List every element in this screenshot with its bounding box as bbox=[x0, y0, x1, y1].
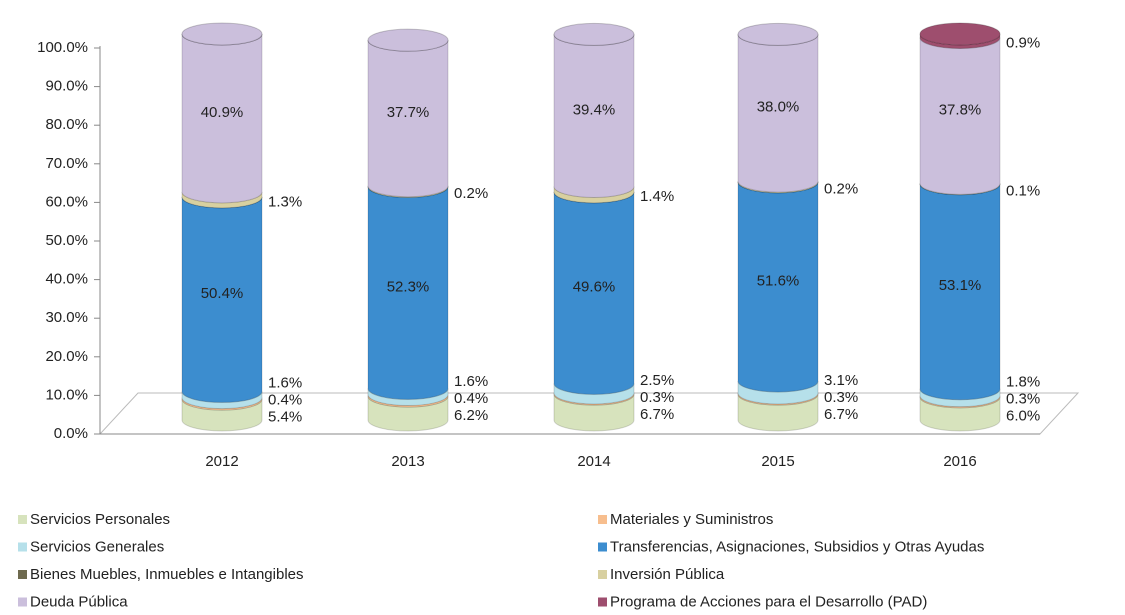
cylinder-top bbox=[553, 22, 635, 46]
y-tick-label: 90.0% bbox=[45, 78, 88, 95]
data-label: 49.6% bbox=[573, 279, 616, 296]
data-label: 0.9% bbox=[1006, 35, 1040, 52]
x-tick-label: 2013 bbox=[391, 453, 424, 470]
data-label: 39.4% bbox=[573, 101, 616, 118]
cylinder-top bbox=[919, 22, 1001, 46]
legend-swatch bbox=[598, 570, 607, 579]
data-label: 0.2% bbox=[824, 180, 858, 197]
data-label: 1.3% bbox=[268, 193, 302, 210]
data-label: 38.0% bbox=[757, 99, 800, 116]
data-label: 51.6% bbox=[757, 272, 800, 289]
legend-swatch bbox=[18, 570, 27, 579]
cylinder-top bbox=[367, 28, 449, 52]
legend-swatch bbox=[598, 597, 607, 607]
y-tick-label: 40.0% bbox=[45, 271, 88, 288]
data-label: 50.4% bbox=[201, 285, 244, 302]
data-label: 0.1% bbox=[1006, 183, 1040, 200]
data-label: 40.9% bbox=[201, 104, 244, 121]
x-tick-label: 2012 bbox=[205, 453, 238, 470]
data-label: 1.6% bbox=[268, 375, 302, 392]
y-tick-label: 60.0% bbox=[45, 193, 88, 210]
data-label: 6.0% bbox=[1006, 407, 1040, 424]
data-label: 53.1% bbox=[939, 277, 982, 294]
data-label: 6.7% bbox=[640, 406, 674, 423]
data-label: 0.3% bbox=[640, 389, 674, 406]
data-label: 0.4% bbox=[454, 390, 488, 407]
data-label: 52.3% bbox=[387, 278, 430, 295]
legend-swatch bbox=[18, 515, 27, 524]
legend-label: Servicios Personales bbox=[30, 511, 170, 528]
y-tick-label: 30.0% bbox=[45, 309, 88, 326]
data-label: 5.4% bbox=[268, 409, 302, 426]
legend-swatch bbox=[18, 542, 27, 552]
cylinder-top bbox=[737, 22, 819, 46]
data-label: 1.8% bbox=[1006, 373, 1040, 390]
y-tick-label: 20.0% bbox=[45, 348, 88, 365]
data-label: 0.3% bbox=[1006, 390, 1040, 407]
data-label: 37.7% bbox=[387, 104, 430, 121]
legend-swatch bbox=[18, 597, 27, 607]
data-label: 37.8% bbox=[939, 101, 982, 118]
legend-swatch bbox=[598, 515, 607, 524]
legend-label: Servicios Generales bbox=[30, 538, 164, 555]
data-label: 0.2% bbox=[454, 185, 488, 202]
data-label: 0.3% bbox=[824, 389, 858, 406]
legend-label: Transferencias, Asignaciones, Subsidios … bbox=[610, 538, 984, 555]
y-tick-label: 100.0% bbox=[37, 39, 88, 56]
cylinder-top bbox=[181, 22, 263, 46]
data-label: 6.7% bbox=[824, 406, 858, 423]
data-label: 0.4% bbox=[268, 392, 302, 409]
legend-label: Inversión Pública bbox=[610, 566, 725, 583]
data-label: 3.1% bbox=[824, 372, 858, 389]
data-label: 1.4% bbox=[640, 188, 674, 205]
y-tick-label: 0.0% bbox=[54, 425, 88, 442]
y-tick-label: 50.0% bbox=[45, 232, 88, 249]
x-tick-label: 2015 bbox=[761, 453, 794, 470]
legend-label: Bienes Muebles, Inmuebles e Intangibles bbox=[30, 566, 304, 583]
x-tick-label: 2016 bbox=[943, 453, 976, 470]
x-tick-label: 2014 bbox=[577, 453, 610, 470]
data-label: 2.5% bbox=[640, 372, 674, 389]
data-label: 1.6% bbox=[454, 373, 488, 390]
legend-swatch bbox=[598, 542, 607, 552]
y-tick-label: 70.0% bbox=[45, 155, 88, 172]
legend-label: Deuda Pública bbox=[30, 593, 128, 610]
y-tick-label: 10.0% bbox=[45, 386, 88, 403]
legend-label: Programa de Acciones para el Desarrollo … bbox=[610, 593, 927, 610]
legend-label: Materiales y Suministros bbox=[610, 511, 773, 528]
data-label: 6.2% bbox=[454, 407, 488, 424]
y-tick-label: 80.0% bbox=[45, 116, 88, 133]
